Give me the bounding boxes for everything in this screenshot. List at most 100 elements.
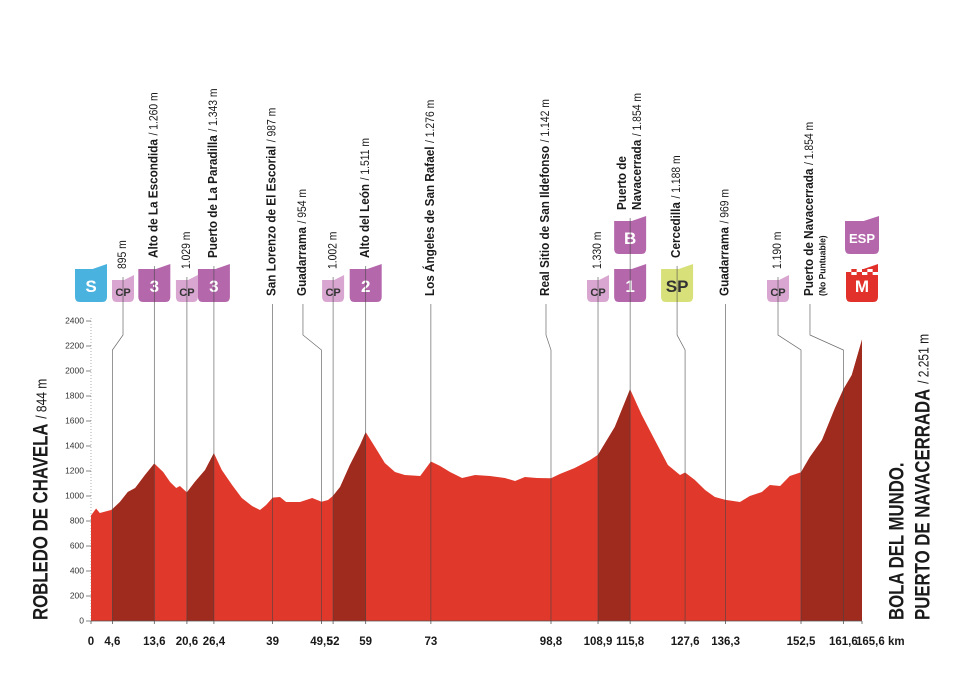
y-tick-label: 1000	[65, 490, 84, 500]
x-tick-label: 26,4	[203, 636, 226, 648]
x-tick-label: 0	[88, 636, 94, 648]
x-tick-label: 59	[359, 636, 372, 648]
badge	[845, 216, 879, 254]
label-name: Los Ángeles de San Rafael	[422, 147, 438, 296]
label-detail: / 1.511 m	[359, 138, 372, 180]
leader-line	[112, 277, 124, 621]
label: 895 m	[117, 240, 130, 269]
y-tick-label: 0	[79, 615, 84, 625]
label-detail: 1.002 m	[327, 232, 340, 269]
finish-name: PUERTO DE NAVACERRADA	[912, 388, 935, 620]
label-text: 895 m	[117, 240, 130, 269]
checker	[862, 272, 868, 275]
x-tick-label: 136,3	[711, 636, 740, 648]
leader-line	[676, 266, 686, 621]
label-detail: / 1.142 m	[540, 99, 553, 142]
label-text: San Lorenzo de El Escorial / 987 m	[264, 108, 279, 296]
start-name: ROBLEDO DE CHAVELA	[30, 423, 53, 620]
badge-text: S	[85, 277, 96, 296]
label: Puerto de Navacerrada / 1.854 m (No Puntua…	[802, 122, 828, 296]
climb-shade	[801, 339, 862, 621]
label-detail: / 1.188 m	[671, 155, 684, 198]
y-tick-label: 1600	[65, 415, 84, 425]
label: 1.029 m	[180, 232, 193, 269]
badge-text: M	[855, 277, 869, 296]
x-tick-label: 39	[266, 636, 279, 648]
leader-line	[809, 304, 844, 621]
badge	[75, 264, 107, 302]
label: San Lorenzo de El Escorial / 987 m	[264, 108, 279, 296]
checker	[846, 269, 852, 272]
label-text: Real Sitio de San Ildefonso / 1.142 m	[538, 99, 553, 296]
label-detail: / 1.276 m	[424, 100, 437, 143]
profile-area	[91, 339, 862, 621]
label-name: Puerto de La Paradilla	[206, 135, 221, 258]
label: Puerto de La Paradilla / 1.343 m	[206, 88, 221, 258]
badge-text: ESP	[849, 231, 875, 246]
finish-detail: / 2.251 m	[915, 334, 932, 384]
climb-shade	[112, 463, 155, 621]
label-text: Los Ángeles de San Rafael / 1.276 m	[422, 100, 438, 296]
label: Alto de La Escondida / 1.260 m	[146, 92, 161, 258]
label: Cercedilla / 1.188 m	[669, 155, 684, 258]
y-tick-label: 2400	[65, 315, 84, 325]
label-text: Guadarrama / 969 m	[717, 189, 732, 296]
climb-shade	[598, 389, 631, 621]
checker	[856, 269, 862, 272]
y-tick-label: 200	[70, 590, 84, 600]
x-tick-label: 115,8	[616, 636, 645, 648]
label-text: Alto del León / 1.511 m	[358, 138, 373, 258]
x-tick-label: 127,6	[671, 636, 700, 648]
label-name: San Lorenzo de El Escorial	[264, 146, 279, 296]
label: Puerto de Navacerrada / 1.854 m	[615, 93, 645, 210]
label: Alto del León / 1.511 m	[358, 138, 373, 258]
y-tick-label: 2000	[65, 365, 84, 375]
label-text: 1.190 m	[772, 232, 785, 269]
label: 1.190 m	[772, 232, 785, 269]
label-name: Real Sitio de San Ildefonso	[538, 145, 553, 296]
label-name: Alto del León	[358, 184, 373, 258]
label-detail: / 1.854 m	[804, 122, 817, 165]
climb-shade	[333, 432, 366, 621]
label-detail: / 1.854 m	[631, 93, 644, 136]
x-tick-label: 108,9	[584, 636, 613, 648]
y-tick-label: 1800	[65, 390, 84, 400]
leader-line	[302, 304, 322, 621]
label: Los Ángeles de San Rafael / 1.276 m	[422, 100, 438, 296]
label-text: Puerto de La Paradilla / 1.343 m	[206, 88, 221, 258]
y-tick-label: 2200	[65, 340, 84, 350]
x-tick-label: 49,5	[310, 636, 333, 648]
label-name: Cercedilla	[669, 202, 684, 258]
checker	[851, 272, 857, 275]
label-name: Puerto de Navacerrada	[802, 168, 817, 296]
start-label: ROBLEDO DE CHAVELA / 844 m	[30, 379, 53, 620]
start-text: ROBLEDO DE CHAVELA / 844 m	[30, 379, 53, 620]
label-text: 1.330 m	[592, 232, 605, 269]
x-tick-label: 20,6	[176, 636, 198, 648]
label-detail: 1.190 m	[772, 232, 785, 269]
x-tick-label: 165,6 km	[856, 636, 905, 648]
label-name: Guadarrama	[295, 227, 310, 296]
start-detail: / 844 m	[33, 379, 50, 419]
label-detail: / 954 m	[297, 189, 310, 224]
label: Guadarrama / 969 m	[717, 189, 732, 296]
label-text: Cercedilla / 1.188 m	[669, 155, 684, 258]
x-tick-label: 152,5	[787, 636, 816, 648]
label-detail: 895 m	[117, 240, 130, 269]
x-tick-label: 4,6	[104, 636, 120, 648]
leader-line	[545, 304, 552, 621]
y-tick-label: 1200	[65, 465, 84, 475]
finish-text: PUERTO DE NAVACERRADA / 2.251 m	[912, 334, 935, 620]
label-text: 1.002 m	[327, 232, 340, 269]
checker	[867, 269, 873, 272]
label: 1.330 m	[592, 232, 605, 269]
leader-line	[777, 277, 802, 621]
label-text: Puerto de	[615, 156, 630, 210]
label-name: Navacerrada	[630, 140, 645, 210]
finish-label: BOLA DEL MUNDO. PUERTO DE NAVACERRADA / 2.…	[886, 334, 935, 620]
x-tick-label: 98,8	[540, 636, 563, 648]
label: 1.002 m	[327, 232, 340, 269]
x-tick-label: 13,6	[143, 636, 165, 648]
label-detail: / 1.343 m	[207, 88, 220, 131]
